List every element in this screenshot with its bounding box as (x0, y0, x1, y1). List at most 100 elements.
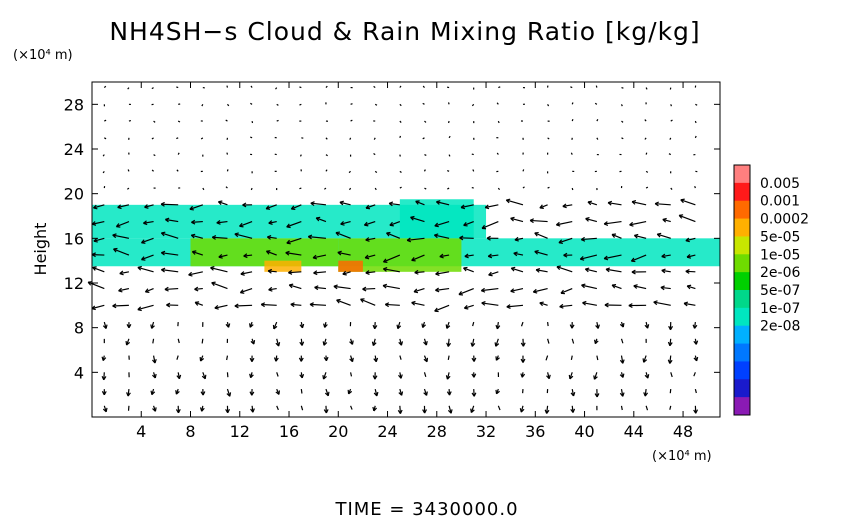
wind-vector (127, 87, 130, 90)
wind-vector-head (423, 357, 429, 363)
wind-vector-head (398, 341, 404, 346)
wind-vector (596, 355, 599, 361)
wind-vector (268, 220, 277, 224)
wind-vector-head (534, 231, 539, 237)
wind-vector-head (217, 200, 223, 206)
wind-vector (533, 287, 548, 293)
wind-vector (399, 355, 402, 360)
wind-vector-head (460, 204, 466, 210)
wind-vector (422, 85, 425, 88)
wind-vector-head (667, 359, 673, 364)
x-tick-label: 20 (328, 422, 348, 441)
wind-vector-head (101, 356, 107, 361)
wind-vector-head (631, 269, 636, 275)
wind-vector (571, 118, 574, 122)
wind-vector (192, 250, 204, 256)
wind-vector (685, 237, 696, 242)
wind-vector-head (249, 373, 254, 379)
wind-vector (117, 204, 130, 209)
wind-vector-head (112, 233, 117, 239)
y-axis: 4 8 12 16 20 24 28 (64, 95, 720, 382)
wind-vector (662, 218, 671, 223)
wind-vector (299, 86, 302, 89)
wind-vector (463, 267, 474, 273)
wind-vector (128, 119, 132, 122)
wind-vector-head (333, 284, 338, 290)
wind-vector (194, 301, 204, 306)
wind-vector-head (487, 253, 493, 259)
wind-vector (669, 405, 672, 410)
wind-vector (547, 186, 550, 189)
wind-vector (668, 153, 672, 156)
wind-vector-head (234, 232, 239, 238)
wind-vector-head (587, 200, 593, 206)
wind-vector-head (324, 391, 330, 397)
wind-vector-head (446, 391, 452, 396)
wind-vector (660, 286, 671, 290)
colorbar-swatch (734, 272, 750, 291)
wind-vector-head (435, 271, 440, 276)
wind-vector-head (137, 306, 142, 312)
wind-vector (424, 120, 427, 123)
wind-vector-head (210, 266, 215, 271)
cloud-region (264, 260, 302, 272)
wind-vector (299, 154, 302, 157)
wind-vector-head (486, 235, 491, 241)
wind-vector-head (143, 220, 148, 226)
wind-vector (459, 237, 474, 239)
wind-vector-head (211, 235, 217, 240)
wind-vector-head (605, 267, 611, 273)
wind-vector (216, 220, 228, 224)
wind-vector (218, 254, 228, 258)
cloud-region (399, 199, 474, 239)
wind-vector-head (415, 200, 420, 205)
wind-vector-head (144, 204, 149, 209)
wind-vector (151, 137, 154, 140)
wind-vector-head (631, 199, 637, 205)
wind-vector (385, 303, 400, 306)
wind-vector (594, 102, 598, 105)
wind-vector-head (384, 302, 390, 308)
colorbar-label: 0.005 (760, 176, 800, 192)
wind-vector (290, 303, 302, 306)
wind-vector (645, 170, 649, 173)
wind-vector-head (240, 271, 245, 276)
wind-vector-head (250, 408, 255, 413)
wind-vector (226, 355, 229, 361)
wind-vector-head (322, 341, 328, 346)
wind-vector (447, 169, 450, 172)
wind-vector-head (546, 374, 551, 380)
wind-vector (364, 221, 376, 226)
wind-vector (481, 221, 499, 229)
wind-vector (546, 405, 549, 414)
wind-vector-head (388, 201, 394, 207)
x-axis: 4 8 12 16 20 24 28 32 36 40 44 48 (136, 82, 693, 441)
colorbar-swatch (734, 254, 750, 273)
wind-vector-head (611, 233, 617, 238)
wind-vector-head (660, 285, 665, 291)
wind-vector (226, 152, 229, 155)
wind-vector-head (243, 253, 248, 259)
wind-vector (191, 220, 203, 223)
wind-vector-head (513, 251, 518, 257)
wind-vector (362, 287, 376, 290)
wind-vector-head (435, 287, 440, 293)
wind-vector-head (580, 236, 586, 242)
wind-vector-head (558, 239, 563, 244)
wind-vector (176, 86, 179, 89)
wind-vector-head (349, 340, 354, 345)
wind-vector-head (201, 374, 207, 380)
wind-vector-head (693, 356, 699, 362)
wind-vector-head (140, 256, 146, 261)
wind-vector (634, 234, 647, 239)
wind-vector (176, 137, 179, 140)
wind-vector (119, 271, 130, 275)
wind-vector (694, 388, 697, 394)
wind-vector (620, 338, 624, 344)
wind-vector (410, 216, 425, 223)
wind-vector-head (214, 305, 219, 310)
wind-vector (530, 219, 548, 223)
wind-vector (447, 338, 450, 347)
wind-vector-head (603, 255, 609, 261)
wind-vector-head (570, 408, 576, 413)
